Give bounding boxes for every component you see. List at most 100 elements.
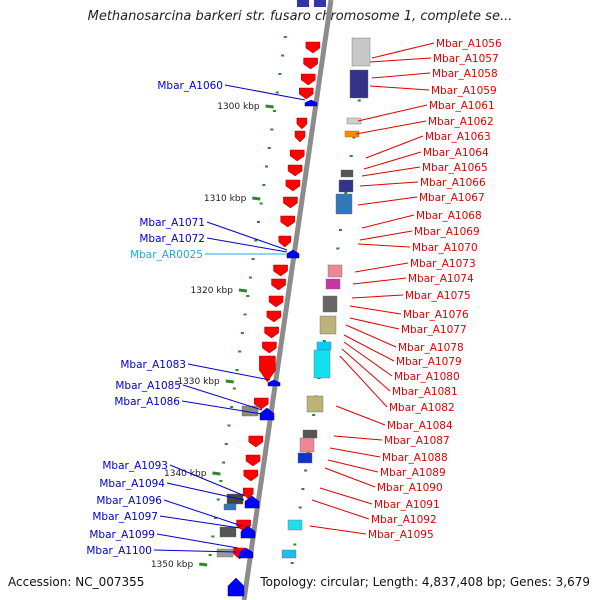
gene-box <box>344 130 360 138</box>
gene-label: Mbar_A1084 <box>387 420 453 432</box>
minor-tick <box>352 136 356 139</box>
label-leader-line <box>166 482 245 501</box>
minor-tick <box>301 488 305 490</box>
minor-tick <box>278 73 282 75</box>
gene-label: Mbar_A1092 <box>371 514 437 526</box>
minor-tick <box>230 406 234 408</box>
label-leader-line <box>181 400 263 415</box>
gene-box <box>287 519 303 531</box>
label-leader-line <box>369 57 432 63</box>
map-title: Methanosarcina barkeri str. fusaro chrom… <box>87 9 513 24</box>
label-leader-line <box>357 196 418 206</box>
label-leader-line <box>206 221 288 251</box>
minor-tick <box>304 469 308 472</box>
gene-label: Mbar_A1086 <box>114 396 180 408</box>
gene-label: Mbar_A1073 <box>410 258 476 270</box>
scale-tick-label: 1310 kbp <box>204 194 247 204</box>
gene-box <box>346 117 362 125</box>
label-leader-line <box>361 214 415 229</box>
gene-label: Mbar_A1059 <box>431 85 497 97</box>
minor-tick <box>312 414 316 416</box>
label-leader-line <box>351 294 404 299</box>
minor-tick <box>216 498 220 501</box>
label-leader-line <box>163 499 243 527</box>
gene-label: Mbar_A1087 <box>384 435 450 447</box>
label-leader-line <box>371 42 435 59</box>
gene-box <box>314 0 326 7</box>
gene-box <box>223 503 237 511</box>
minus-strand-gene-arrow <box>259 355 276 383</box>
minus-strand-gene-arrow <box>278 235 292 248</box>
gene-label: Mbar_A1096 <box>96 495 162 507</box>
minus-strand-gene-arrow <box>287 164 303 177</box>
gene-label: Mbar_A1063 <box>425 131 491 143</box>
gene-box <box>281 549 297 559</box>
gene-label: Mbar_A1085 <box>115 380 181 392</box>
minor-tick <box>235 369 239 371</box>
minus-strand-gene-arrow <box>285 179 301 192</box>
label-leader-line <box>169 464 246 497</box>
label-leader-line <box>319 487 373 505</box>
scale-tick <box>238 288 248 293</box>
minor-tick <box>240 332 244 334</box>
label-leader-line <box>153 549 237 553</box>
label-leader-line <box>345 324 397 348</box>
label-leader-line <box>187 363 271 381</box>
minor-tick <box>232 387 236 390</box>
gene-label: Mbar_A1072 <box>139 233 205 245</box>
scale-tick <box>199 562 208 567</box>
minus-strand-gene-arrow <box>271 278 286 291</box>
gene-label: Mbar_A1064 <box>423 147 489 159</box>
gene-box <box>349 69 369 99</box>
label-leader-line <box>357 104 428 122</box>
scale-tick <box>225 379 234 384</box>
label-leader-line <box>311 499 370 520</box>
scale-tick-label: 1330 kbp <box>177 377 220 387</box>
minus-strand-gene-arrow <box>305 41 321 54</box>
label-leader-line <box>357 243 411 248</box>
scale-tick <box>252 196 261 201</box>
gene-box <box>340 169 354 178</box>
minus-strand-gene-arrow <box>301 73 316 86</box>
gene-box <box>313 349 331 379</box>
plus-strand-gene-arrow <box>244 495 260 509</box>
minus-strand-gene-arrow <box>294 130 306 143</box>
label-leader-line <box>327 459 379 473</box>
minor-tick <box>243 313 247 316</box>
label-leader-line <box>354 262 409 273</box>
minor-tick <box>222 461 226 464</box>
minor-tick <box>227 424 231 427</box>
gene-label: Mbar_A1100 <box>86 545 152 557</box>
plus-strand-gene-arrow <box>304 99 318 107</box>
gene-box <box>297 0 309 7</box>
gene-label: Mbar_A1076 <box>403 309 469 321</box>
plus-strand-gene-arrow <box>259 407 275 421</box>
gene-box <box>299 437 315 453</box>
minor-tick <box>336 247 340 250</box>
plus-strand-gene-arrow <box>286 249 300 259</box>
label-leader-line <box>341 348 391 392</box>
label-leader-line <box>352 277 407 285</box>
gene-label: Mbar_A1078 <box>398 342 464 354</box>
gene-box <box>219 526 237 538</box>
gene-label: Mbar_A1089 <box>380 467 446 479</box>
minor-tick <box>214 517 218 519</box>
gene-label: Mbar_A1093 <box>102 460 168 472</box>
gene-label: Mbar_A1061 <box>429 100 495 112</box>
minor-tick <box>338 229 342 231</box>
gene-label: Mbar_A1097 <box>92 511 158 523</box>
gene-label: Mbar_A1071 <box>139 217 205 229</box>
minor-tick <box>224 443 228 445</box>
minor-tick <box>267 147 271 149</box>
gene-label: Mbar_A1082 <box>389 402 455 414</box>
minor-tick <box>265 165 269 168</box>
gene-label: Mbar_A1080 <box>394 371 460 383</box>
label-leader-line <box>355 120 427 135</box>
label-leader-line <box>159 515 241 529</box>
gene-box <box>306 395 324 413</box>
gene-label: Mbar_A1060 <box>157 80 223 92</box>
label-leader-line <box>369 85 430 91</box>
minor-tick <box>357 99 361 102</box>
accession-text: Accession: NC_007355 <box>8 575 145 589</box>
gene-label: Mbar_A1066 <box>420 177 486 189</box>
